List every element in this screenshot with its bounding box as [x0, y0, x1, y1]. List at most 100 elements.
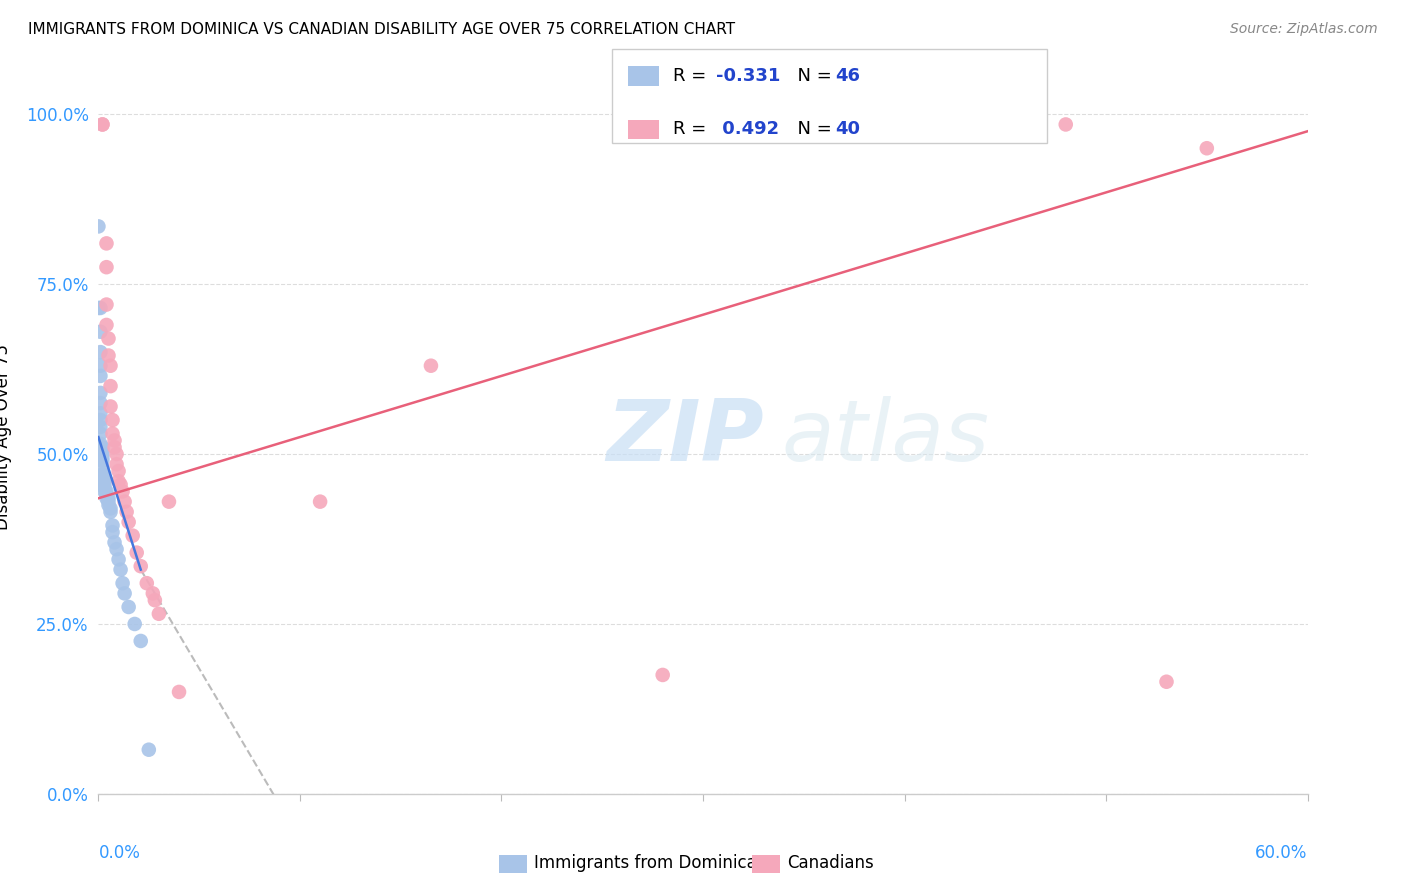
Text: 40: 40	[835, 120, 860, 138]
Text: N =: N =	[786, 67, 838, 85]
Point	[107, 552, 129, 566]
Point	[651, 668, 673, 682]
Point	[96, 318, 118, 332]
Point	[96, 297, 118, 311]
Point	[105, 542, 128, 557]
Text: R =: R =	[673, 67, 713, 85]
Text: 60.0%: 60.0%	[1256, 844, 1308, 862]
Point	[309, 494, 332, 508]
Point	[89, 413, 111, 427]
Text: 0.492: 0.492	[716, 120, 779, 138]
Point	[100, 359, 122, 373]
Point	[167, 685, 190, 699]
Point	[96, 484, 118, 499]
Point	[89, 325, 111, 339]
Text: atlas: atlas	[782, 395, 990, 479]
Point	[91, 454, 114, 468]
Point	[114, 494, 136, 508]
Text: Source: ZipAtlas.com: Source: ZipAtlas.com	[1230, 22, 1378, 37]
Text: R =: R =	[673, 120, 713, 138]
Point	[89, 406, 111, 420]
Point	[101, 518, 124, 533]
Point	[89, 345, 111, 359]
Point	[103, 440, 125, 454]
Point	[93, 484, 115, 499]
Point	[97, 349, 120, 363]
Point	[103, 434, 125, 448]
Point	[89, 368, 111, 383]
Point	[148, 607, 170, 621]
Point	[110, 563, 132, 577]
Text: Canadians: Canadians	[787, 855, 875, 872]
Point	[89, 426, 111, 441]
Point	[103, 535, 125, 549]
Point	[96, 491, 118, 506]
Point	[135, 576, 157, 591]
Point	[91, 450, 114, 465]
Point	[101, 413, 124, 427]
Text: 0.0%: 0.0%	[98, 844, 141, 862]
Point	[91, 447, 114, 461]
Point	[1195, 141, 1218, 155]
Point	[89, 396, 111, 410]
Point	[101, 426, 124, 441]
Point	[101, 525, 124, 540]
Point	[110, 477, 132, 491]
Point	[87, 301, 110, 315]
Point	[111, 576, 134, 591]
Point	[107, 475, 129, 489]
Text: ZIP: ZIP	[606, 395, 763, 479]
Point	[97, 494, 120, 508]
Point	[100, 501, 122, 516]
Point	[89, 420, 111, 434]
Point	[129, 634, 152, 648]
Point	[157, 494, 180, 508]
Text: Immigrants from Dominica: Immigrants from Dominica	[534, 855, 756, 872]
Text: N =: N =	[786, 120, 838, 138]
Point	[107, 464, 129, 478]
Point	[93, 477, 115, 491]
Text: -0.331: -0.331	[716, 67, 780, 85]
Point	[96, 488, 118, 502]
Point	[93, 471, 115, 485]
Point	[89, 437, 111, 451]
Point	[118, 599, 141, 614]
Point	[91, 460, 114, 475]
Point	[121, 528, 143, 542]
Point	[420, 359, 443, 373]
Y-axis label: Disability Age Over 75: Disability Age Over 75	[0, 344, 11, 530]
Point	[89, 385, 111, 400]
Point	[143, 593, 166, 607]
Point	[87, 219, 110, 234]
Point	[97, 498, 120, 512]
Text: 46: 46	[835, 67, 860, 85]
Point	[138, 742, 160, 756]
Point	[100, 400, 122, 414]
Point	[111, 484, 134, 499]
Point	[93, 481, 115, 495]
Point	[91, 467, 114, 482]
Text: IMMIGRANTS FROM DOMINICA VS CANADIAN DISABILITY AGE OVER 75 CORRELATION CHART: IMMIGRANTS FROM DOMINICA VS CANADIAN DIS…	[28, 22, 735, 37]
Point	[91, 443, 114, 458]
Point	[118, 515, 141, 529]
Point	[89, 301, 111, 315]
Point	[93, 475, 115, 489]
Point	[142, 586, 165, 600]
Point	[832, 118, 855, 132]
Point	[105, 457, 128, 471]
Point	[105, 447, 128, 461]
Point	[100, 505, 122, 519]
Point	[125, 546, 148, 560]
Point	[97, 332, 120, 346]
Point	[89, 359, 111, 373]
Point	[124, 617, 146, 632]
Point	[96, 260, 118, 275]
Point	[91, 118, 114, 132]
Point	[91, 440, 114, 454]
Point	[114, 586, 136, 600]
Point	[115, 505, 138, 519]
Point	[97, 491, 120, 506]
Point	[96, 236, 118, 251]
Point	[1156, 674, 1178, 689]
Point	[1054, 118, 1077, 132]
